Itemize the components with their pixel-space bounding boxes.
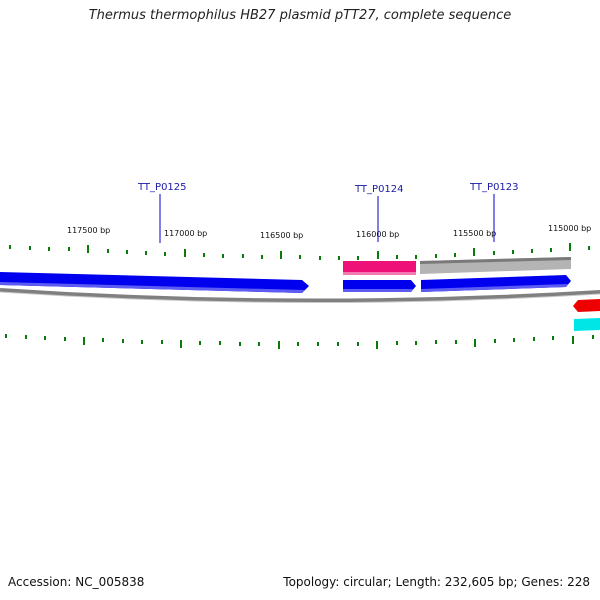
accession-label: Accession: NC_005838 — [8, 575, 145, 589]
gene-label-tt-p0124: TT_P0124 — [354, 184, 404, 195]
feature-shade — [420, 257, 571, 264]
gene-feature-cyan — [574, 318, 600, 331]
scale-label: 115500 bp — [453, 229, 496, 238]
backbone-shade — [0, 291, 600, 304]
cds-track-lower — [573, 299, 600, 331]
scale-label: 117000 bp — [164, 229, 207, 238]
sequence-backbone — [0, 288, 600, 303]
feature-shade — [343, 289, 413, 292]
feature-shade — [0, 282, 305, 293]
upper-tick-ruler — [9, 243, 590, 260]
scale-label: 116500 bp — [260, 231, 303, 240]
feature-shade — [343, 272, 416, 275]
cds-track-upper — [0, 272, 571, 293]
gene-label-tt-p0125: TT_P0125 — [137, 182, 187, 193]
scale-label: 117500 bp — [67, 226, 110, 235]
scale-label: 115000 bp — [548, 224, 591, 233]
map-title: Thermus thermophilus HB27 plasmid pTT27,… — [88, 8, 512, 23]
lower-tick-ruler — [5, 334, 594, 349]
topology-summary: Topology: circular; Length: 232,605 bp; … — [283, 575, 590, 589]
feature-shade — [421, 284, 568, 292]
gene-label-tt-p0123: TT_P0123 — [469, 182, 519, 193]
cds-arrow-tt-p0125 — [0, 272, 309, 293]
gene-feature-pink — [343, 261, 416, 274]
cds-arrow-red — [573, 299, 600, 312]
gene-track-upper — [343, 257, 571, 275]
